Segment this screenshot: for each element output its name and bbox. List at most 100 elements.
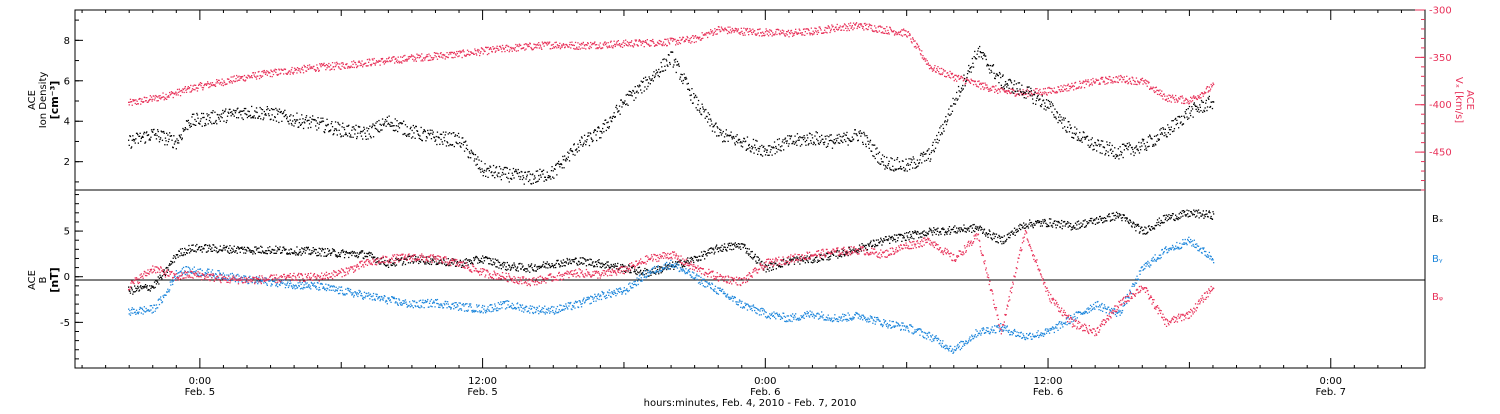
velocity-series-point bbox=[933, 70, 934, 71]
bx-series-point bbox=[338, 252, 339, 253]
bx-series-point bbox=[224, 247, 225, 248]
bx-series-point bbox=[724, 243, 725, 244]
density-series-point bbox=[1133, 151, 1134, 152]
bx-series-point bbox=[510, 268, 511, 269]
velocity-series-point bbox=[731, 31, 732, 32]
density-series-point bbox=[354, 128, 355, 129]
velocity-series-point bbox=[1026, 93, 1027, 94]
velocity-series-point bbox=[454, 52, 455, 53]
bx-series-point bbox=[796, 256, 797, 257]
density-series-point bbox=[750, 151, 751, 152]
bx-series-point bbox=[483, 257, 484, 258]
density-series-point bbox=[1066, 131, 1067, 132]
velocity-series-point bbox=[699, 37, 700, 38]
density-series-point bbox=[1031, 90, 1032, 91]
density-series-point bbox=[355, 129, 356, 130]
density-series-point bbox=[436, 136, 437, 137]
density-series-point bbox=[1191, 106, 1192, 107]
density-series-point bbox=[793, 141, 794, 142]
velocity-series-point bbox=[746, 30, 747, 31]
velocity-series-point bbox=[647, 39, 648, 40]
velocity-series-point bbox=[518, 46, 519, 47]
density-series-point bbox=[465, 141, 466, 142]
velocity-series-point bbox=[813, 31, 814, 32]
density-series-point bbox=[983, 52, 984, 53]
velocity-series-point bbox=[762, 32, 763, 33]
bx-series-point bbox=[901, 241, 902, 242]
density-series-point bbox=[390, 126, 391, 127]
density-series-point bbox=[914, 168, 915, 169]
velocity-series-point bbox=[321, 63, 322, 64]
velocity-series-point bbox=[433, 59, 434, 60]
bx-series-point bbox=[401, 257, 402, 258]
density-series-point bbox=[215, 121, 216, 122]
density-series-point bbox=[139, 136, 140, 137]
density-series-point bbox=[582, 137, 583, 138]
velocity-series-point bbox=[1191, 101, 1192, 102]
density-series-point bbox=[735, 136, 736, 137]
velocity-series-point bbox=[899, 34, 900, 35]
bx-series-point bbox=[213, 244, 214, 245]
bx-series-point bbox=[728, 243, 729, 244]
velocity-series-point bbox=[855, 24, 856, 25]
velocity-series-point bbox=[221, 84, 222, 85]
bx-series-point bbox=[514, 264, 515, 265]
velocity-series-point bbox=[232, 76, 233, 77]
density-series-point bbox=[929, 154, 930, 155]
velocity-series-point bbox=[931, 67, 932, 68]
density-series-point bbox=[591, 137, 592, 138]
bx-series-point bbox=[244, 247, 245, 248]
bx-series-point bbox=[890, 237, 891, 238]
velocity-series-point bbox=[263, 72, 264, 73]
velocity-series-point bbox=[781, 32, 782, 33]
bx-series-point bbox=[940, 231, 941, 232]
bx-series-point bbox=[705, 251, 706, 252]
bx-series-point bbox=[155, 280, 156, 281]
density-series-point bbox=[978, 56, 979, 57]
velocity-series-point bbox=[240, 76, 241, 77]
velocity-series-point bbox=[398, 61, 399, 62]
velocity-series-point bbox=[729, 32, 730, 33]
density-series-point bbox=[179, 136, 180, 137]
bx-series-point bbox=[257, 248, 258, 249]
density-series-point bbox=[893, 170, 894, 171]
density-series-point bbox=[283, 111, 284, 112]
velocity-series-point bbox=[617, 41, 618, 42]
velocity-series-point bbox=[1197, 95, 1198, 96]
density-series-point bbox=[534, 175, 535, 176]
density-series-point bbox=[891, 169, 892, 170]
density-series-point bbox=[263, 119, 264, 120]
bx-series-point bbox=[538, 266, 539, 267]
velocity-series-point bbox=[159, 97, 160, 98]
density-series-point bbox=[409, 133, 410, 134]
velocity-series-point bbox=[267, 71, 268, 72]
density-series-point bbox=[714, 131, 715, 132]
velocity-series-point bbox=[589, 48, 590, 49]
density-series-point bbox=[250, 115, 251, 116]
velocity-series-point bbox=[129, 102, 130, 103]
velocity-series-point bbox=[874, 25, 875, 26]
bx-series-point bbox=[722, 251, 723, 252]
velocity-series-point bbox=[1208, 91, 1209, 92]
bx-series-point bbox=[210, 249, 211, 250]
velocity-series-point bbox=[1189, 100, 1190, 101]
density-series-point bbox=[284, 110, 285, 111]
velocity-series-point bbox=[1170, 95, 1171, 96]
bx-series-point bbox=[592, 262, 593, 263]
velocity-series-point bbox=[679, 37, 680, 38]
density-series-point bbox=[243, 119, 244, 120]
velocity-series-point bbox=[659, 40, 660, 41]
density-series-point bbox=[169, 132, 170, 133]
velocity-series-point bbox=[857, 28, 858, 29]
velocity-series-point bbox=[507, 50, 508, 51]
velocity-series-point bbox=[769, 32, 770, 33]
density-series-point bbox=[158, 136, 159, 137]
velocity-series-point bbox=[946, 76, 947, 77]
density-series-point bbox=[1197, 111, 1198, 112]
bx-series-point bbox=[285, 249, 286, 250]
density-series-point bbox=[523, 177, 524, 178]
velocity-series-point bbox=[1081, 86, 1082, 87]
density-series-point bbox=[135, 138, 136, 139]
density-series-point bbox=[220, 116, 221, 117]
